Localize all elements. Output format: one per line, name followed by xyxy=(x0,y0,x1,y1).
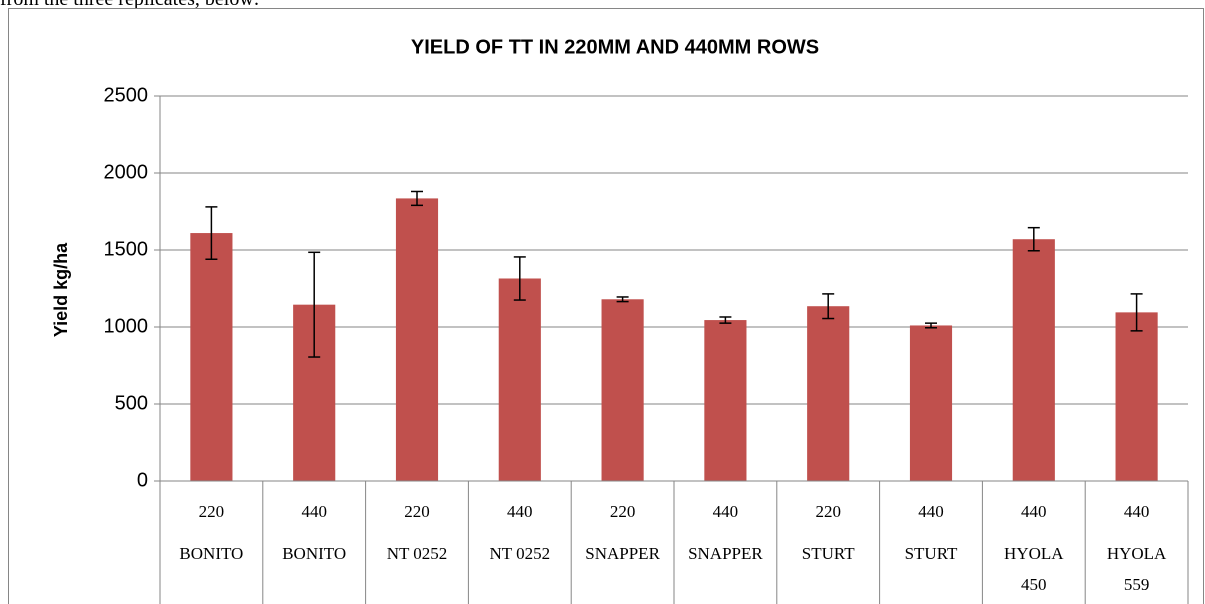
y-tick-label: 1500 xyxy=(104,238,149,260)
x-tick-label: 440 xyxy=(1123,502,1150,521)
x-group-label: SNAPPER xyxy=(585,544,660,563)
x-group-label: SNAPPER xyxy=(688,544,763,563)
x-tick-label: 440 xyxy=(712,502,739,521)
x-tick-label: 440 xyxy=(918,502,944,521)
x-group-label: BONITO xyxy=(282,544,347,563)
x-group-label: HYOLA 559 xyxy=(1106,544,1167,594)
x-tick-label: 440 xyxy=(507,502,533,521)
x-group-label: NT 0252 xyxy=(489,544,551,563)
x-tick-label: 440 xyxy=(301,502,327,521)
y-tick-label: 500 xyxy=(115,392,148,414)
bar xyxy=(498,278,541,481)
x-tick-label: 220 xyxy=(609,502,636,521)
bar xyxy=(1012,239,1055,481)
x-tick-label: 220 xyxy=(404,502,430,521)
x-group-label: STURT xyxy=(904,544,958,563)
y-tick-label: 2500 xyxy=(104,84,149,106)
bar xyxy=(909,325,953,481)
x-tick-label: 440 xyxy=(1021,502,1047,521)
bar xyxy=(807,306,850,481)
intro-text: from the three replicates, below: xyxy=(0,0,259,11)
y-tick-label: 1000 xyxy=(104,315,149,337)
x-group-label: NT 0252 xyxy=(386,544,448,563)
y-axis-label: Yield kg/ha xyxy=(51,242,71,337)
x-group-label: BONITO xyxy=(179,544,244,563)
x-tick-label: 220 xyxy=(815,502,841,521)
y-tick-label: 0 xyxy=(137,469,148,491)
bar xyxy=(704,320,747,481)
bar xyxy=(1115,312,1158,481)
y-tick-label: 2000 xyxy=(104,161,149,183)
x-tick-label: 220 xyxy=(198,502,225,521)
x-group-label: STURT xyxy=(801,544,855,563)
bar xyxy=(190,233,233,481)
chart-title: YIELD OF TT IN 220MM AND 440MM ROWS xyxy=(411,36,819,58)
bar xyxy=(601,299,644,481)
bar xyxy=(395,198,439,481)
x-group-label: HYOLA 450 xyxy=(1004,544,1064,594)
